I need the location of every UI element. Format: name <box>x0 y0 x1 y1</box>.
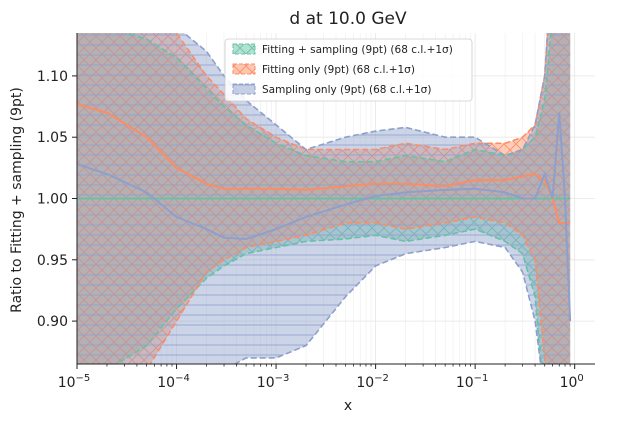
x-tick-label: 10−1 <box>456 373 489 391</box>
legend-swatch-hatch-2 <box>233 84 255 94</box>
chart-title: d at 10.0 GeV <box>289 9 407 29</box>
y-tick-label: 1.10 <box>37 69 68 85</box>
y-axis-label: Ratio to Fitting + sampling (9pt) <box>9 87 25 313</box>
x-tick-label: 10−4 <box>157 373 190 391</box>
x-tick-exponent: −1 <box>474 373 489 384</box>
x-tick-exponent: 0 <box>577 373 583 384</box>
legend-label-1: Fitting only (9pt) (68 c.l.+1σ) <box>262 64 415 76</box>
x-tick-exponent: −3 <box>275 373 290 384</box>
legend-label-2: Sampling only (9pt) (68 c.l.+1σ) <box>262 84 431 96</box>
band-upper-edge-2 <box>182 33 549 157</box>
x-axis-label: x <box>344 398 352 414</box>
legend-label-0: Fitting + sampling (9pt) (68 c.l.+1σ) <box>262 44 453 56</box>
legend-frame <box>224 38 473 102</box>
y-tick-label: 1.05 <box>37 130 68 146</box>
x-tick-label: 10−5 <box>58 373 91 391</box>
legend: Fitting + sampling (9pt) (68 c.l.+1σ) Fit… <box>224 38 473 102</box>
x-tick-label: 10−3 <box>257 373 290 391</box>
legend-swatch-hatch-1 <box>233 64 255 74</box>
legend-swatch-hatch-0 <box>233 44 255 54</box>
band-lower-edge-1 <box>149 216 547 364</box>
y-tick-label: 1.00 <box>37 192 68 208</box>
band-upper-edge-0 <box>124 33 552 163</box>
x-tick-exponent: −2 <box>374 373 389 384</box>
x-tick-exponent: −4 <box>175 373 190 384</box>
y-tick-label: 0.95 <box>37 253 68 269</box>
x-tick-exponent: −5 <box>76 373 91 384</box>
central-line-2 <box>77 112 572 322</box>
x-tick-label: 100 <box>560 373 584 391</box>
band-lower-edge-0 <box>115 228 542 364</box>
y-ticks: 0.90 0.95 1.00 1.05 1.10 <box>37 69 77 330</box>
band-upper-edge-1 <box>172 33 549 151</box>
y-tick-label: 0.90 <box>37 314 68 330</box>
series-lines <box>77 33 572 364</box>
x-ticks: 10−5 10−4 10−3 10−2 10−1 100 <box>58 364 584 391</box>
x-tick-label: 10−2 <box>356 373 389 391</box>
